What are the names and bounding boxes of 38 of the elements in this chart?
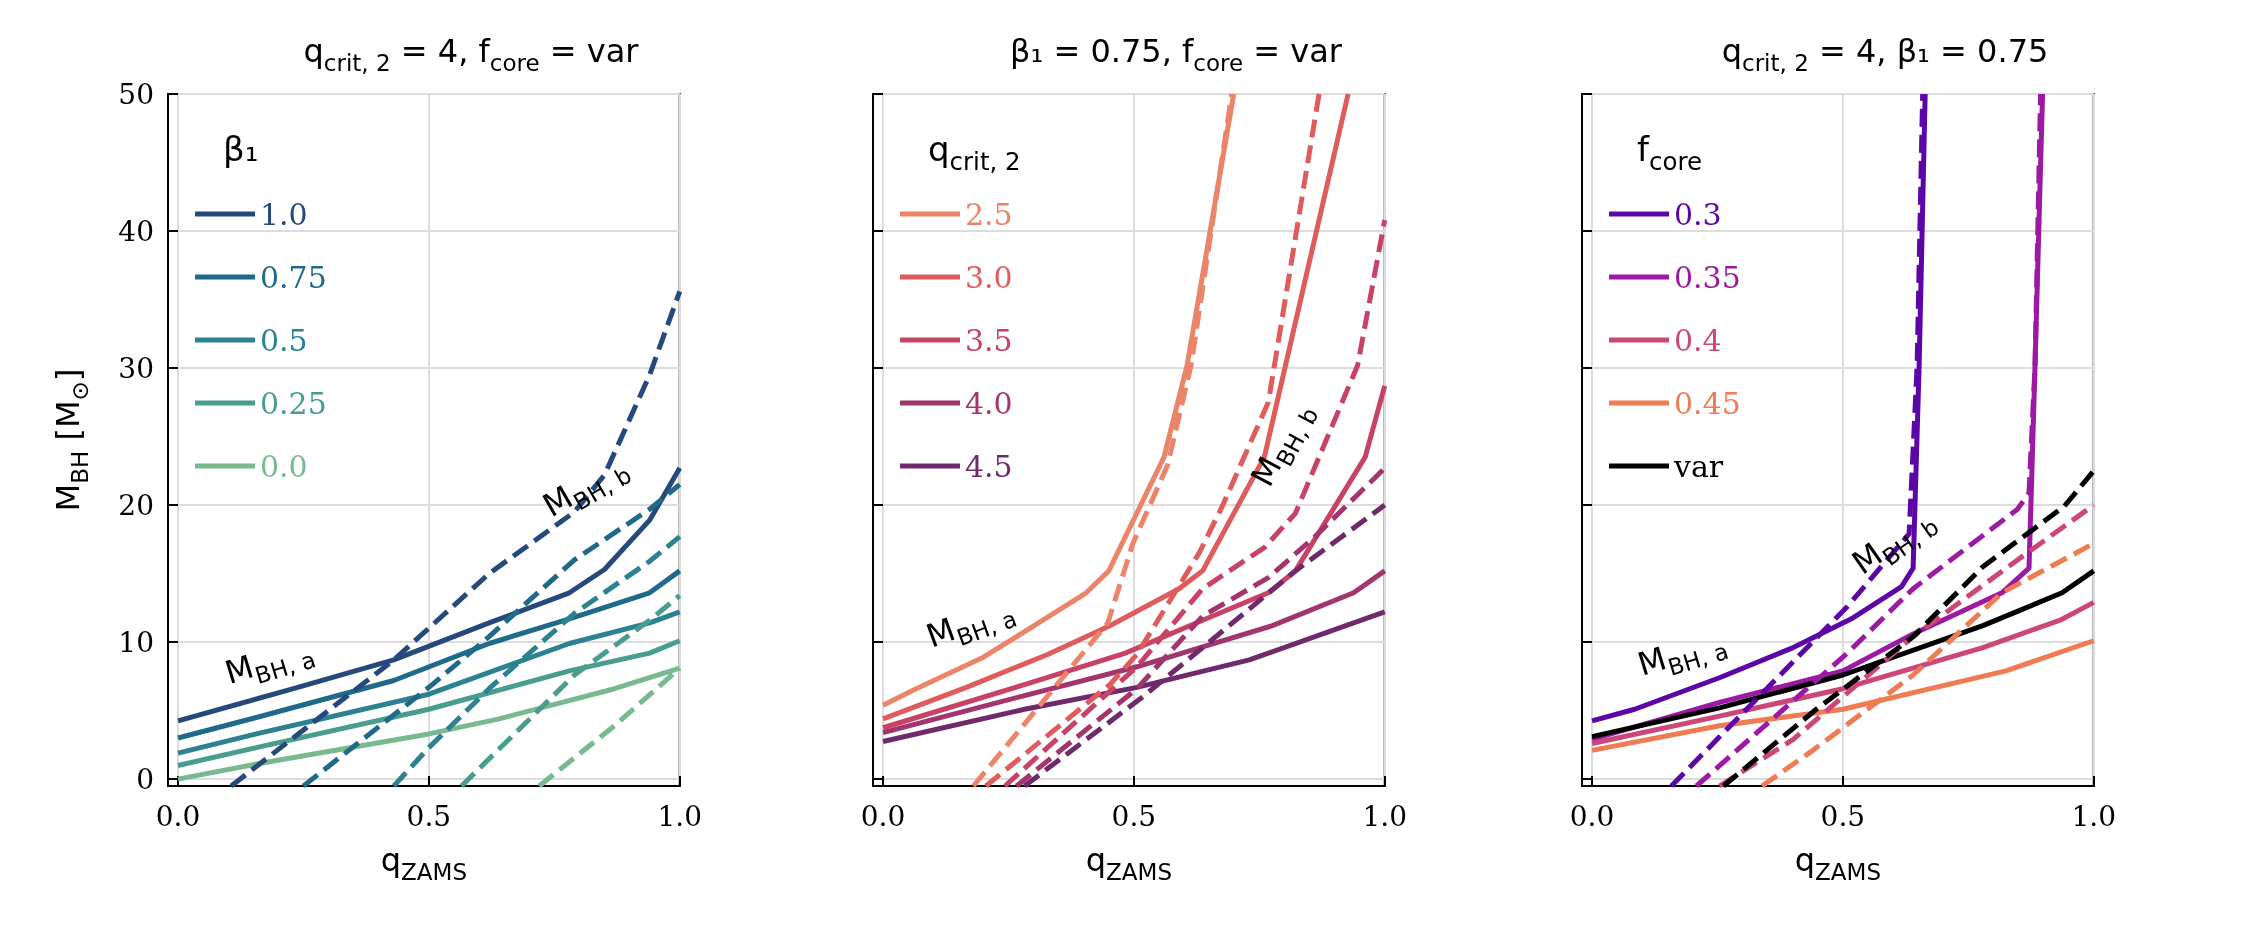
x-tick-label: 0.5	[1111, 799, 1157, 833]
legend-label: 0.5	[260, 322, 308, 358]
annotation: MBH, b	[1242, 403, 1324, 493]
x-tick-label: 1.0	[1362, 799, 1407, 833]
y-tick-label: 10	[118, 625, 154, 659]
annotation: MBH, a	[921, 605, 1021, 656]
x-tick-label: 0.5	[406, 799, 452, 833]
legend-label: 0.0	[260, 448, 308, 484]
annotation: MBH, b	[536, 461, 636, 525]
legend-label: 0.35	[1674, 259, 1741, 295]
legend-label: 0.3	[1674, 196, 1722, 232]
annotation: MBH, a	[1633, 637, 1732, 684]
x-tick-label: 0.0	[155, 799, 201, 833]
legend-label: 1.0	[260, 196, 308, 232]
legend-label: 2.5	[965, 196, 1013, 232]
x-tick-label: 0.0	[1569, 799, 1615, 833]
legend-label: 0.45	[1674, 385, 1741, 421]
y-tick-label: 50	[118, 77, 154, 111]
annotation: MBH, b	[1844, 513, 1944, 583]
legend-label: 3.5	[965, 322, 1013, 358]
legend-label: 0.75	[260, 259, 327, 295]
y-axis-title: MBH [M⊙]	[49, 368, 93, 512]
y-tick-label: 0	[136, 762, 154, 796]
y-tick-label: 20	[118, 488, 154, 522]
x-tick-label: 0.0	[860, 799, 906, 833]
legend-label: 0.4	[1674, 322, 1722, 358]
legend-label: 0.25	[260, 385, 327, 421]
y-tick-label: 40	[118, 214, 154, 248]
legend-title: β₁	[223, 129, 259, 169]
legend-label: 4.5	[965, 448, 1013, 484]
legend-label: 4.0	[965, 385, 1013, 421]
x-tick-label: 1.0	[2071, 799, 2116, 833]
x-tick-label: 0.5	[1820, 799, 1866, 833]
y-tick-label: 30	[118, 351, 154, 385]
legend-label: 3.0	[965, 259, 1013, 295]
annotation: MBH, a	[220, 646, 319, 692]
x-tick-label: 1.0	[657, 799, 702, 833]
legend-label: var	[1673, 448, 1724, 484]
